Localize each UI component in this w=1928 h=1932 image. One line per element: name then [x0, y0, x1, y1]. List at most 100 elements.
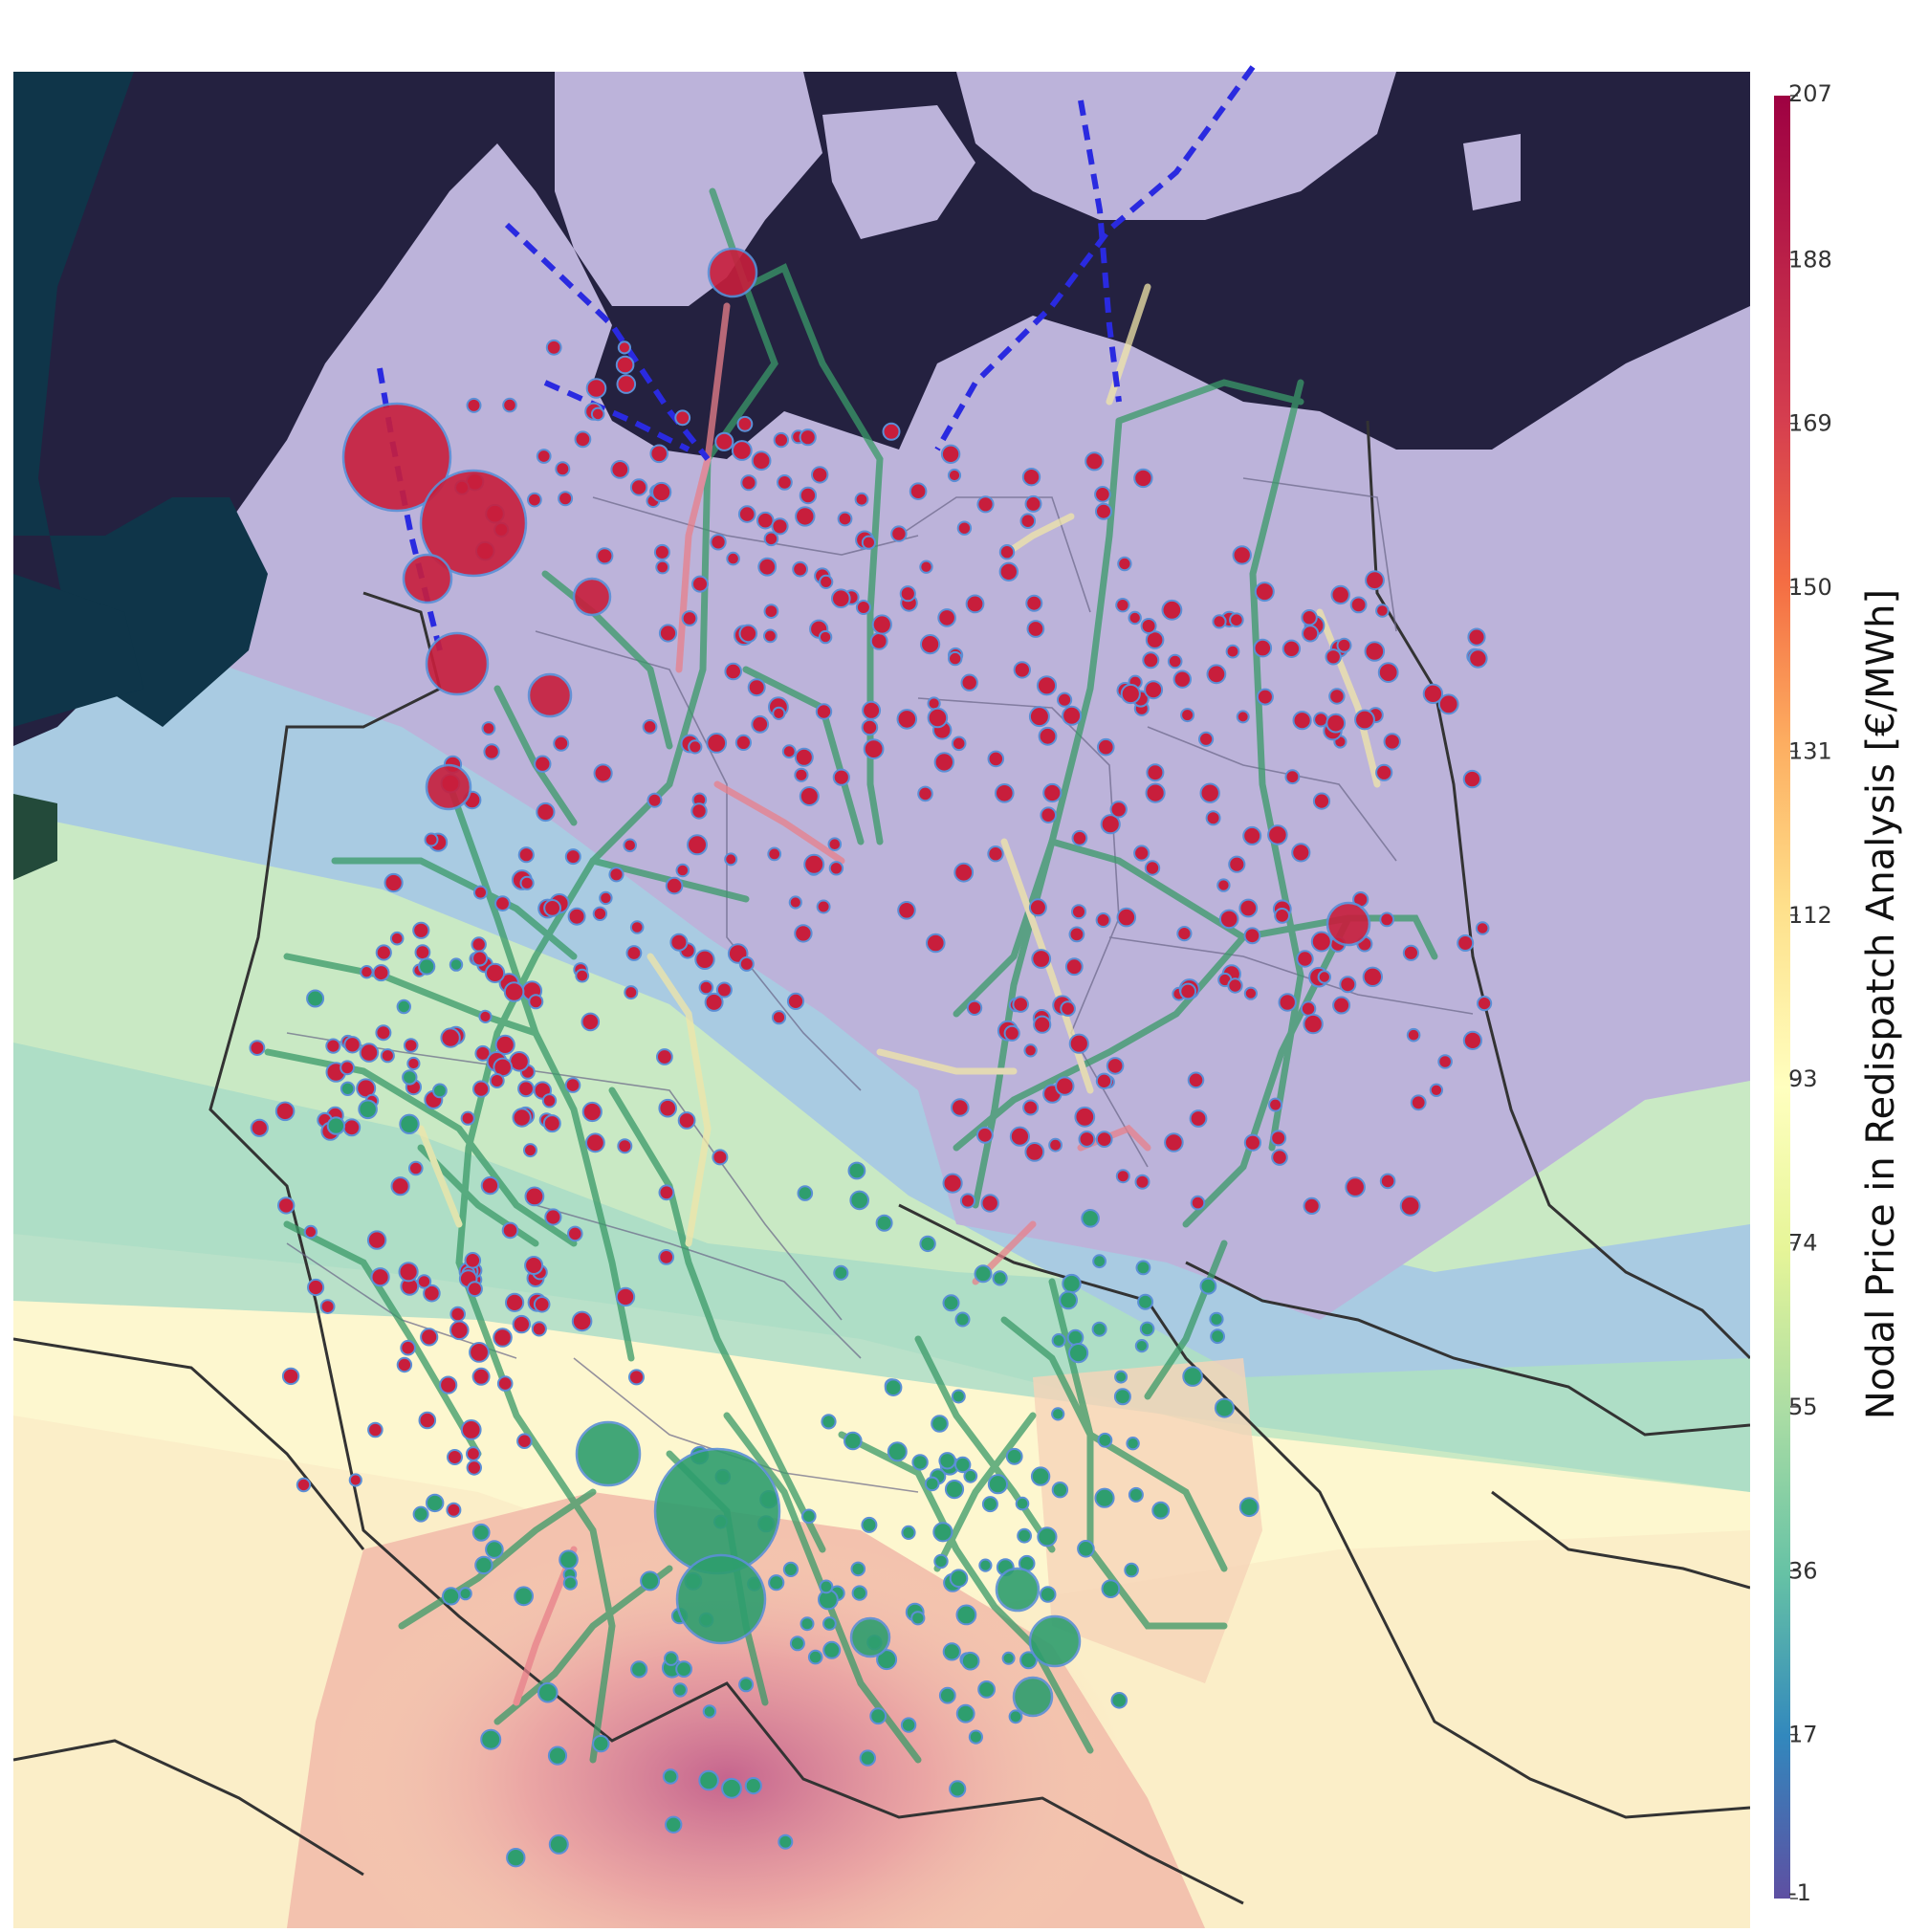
bus-node — [933, 752, 954, 773]
bus-node — [564, 848, 581, 866]
bus-node — [1124, 1562, 1139, 1578]
bus-node — [458, 1587, 472, 1601]
bus-node — [710, 534, 727, 551]
bus-node — [1212, 614, 1227, 629]
bus-node — [505, 1292, 525, 1313]
bus-node — [1354, 709, 1375, 731]
bus-node — [724, 852, 738, 867]
bus-node — [356, 1078, 377, 1099]
bus-node — [581, 1012, 601, 1032]
bus-node — [494, 895, 511, 911]
bus-node — [855, 600, 871, 615]
bus-node — [714, 431, 734, 451]
bus-node — [496, 1375, 514, 1392]
bus-node — [890, 525, 908, 542]
bus-node — [524, 1186, 545, 1207]
bus-node — [383, 872, 404, 893]
bus-node — [956, 520, 973, 536]
bus-node — [757, 557, 778, 577]
bus-node — [851, 1585, 867, 1601]
bus-node — [506, 1848, 526, 1868]
bus-node — [1134, 1339, 1150, 1353]
colorbar-tick-label: 36 — [1788, 1557, 1818, 1584]
bus-node — [1095, 912, 1111, 928]
bus-node — [1140, 618, 1157, 634]
bus-node — [1133, 845, 1150, 862]
bus-node — [1024, 1142, 1045, 1162]
bus-node — [432, 1083, 448, 1099]
bus-node — [1126, 1437, 1140, 1451]
bus-node — [1164, 1132, 1184, 1153]
bus-node — [418, 957, 436, 976]
bus-node — [528, 994, 544, 1010]
bus-node — [420, 1328, 439, 1347]
bus-node — [1091, 1321, 1107, 1337]
bus-node — [738, 624, 758, 644]
bus-node — [1296, 950, 1314, 968]
bus-node — [366, 1230, 387, 1250]
bus-node — [403, 1038, 419, 1053]
bus-node — [1116, 907, 1137, 928]
bus-node — [493, 1328, 513, 1348]
bus-node — [882, 422, 901, 441]
bus-node — [869, 1707, 887, 1725]
bus-node — [869, 632, 888, 650]
bus-node — [815, 703, 833, 720]
bus-node — [959, 1193, 976, 1209]
bus-node — [414, 944, 431, 961]
bus-node — [837, 511, 853, 527]
bus-node — [954, 1311, 971, 1328]
bus-node — [1015, 1496, 1030, 1511]
bus-node — [828, 861, 844, 876]
bus-node — [1210, 1328, 1225, 1345]
bus-node — [1267, 824, 1288, 845]
bus-node — [691, 575, 709, 593]
bus-node — [1051, 1333, 1066, 1348]
bus-node — [1055, 1076, 1075, 1096]
bus-node — [897, 901, 916, 920]
bus-node — [527, 492, 542, 508]
bus-node — [1101, 1579, 1121, 1598]
colorbar-tick-label: 112 — [1788, 902, 1832, 929]
bus-node — [669, 933, 689, 952]
bus-node — [953, 862, 975, 883]
bus-node — [466, 1446, 481, 1461]
bus-node — [811, 466, 829, 484]
bus-node — [617, 340, 632, 355]
bus-node — [399, 1113, 420, 1135]
bus-node — [628, 1369, 645, 1386]
bus-node — [658, 1249, 675, 1265]
bus-node — [1017, 1527, 1032, 1544]
bus-node — [1437, 693, 1459, 715]
bus-node — [543, 899, 561, 917]
bus-node — [517, 1080, 535, 1098]
bus-node — [1062, 705, 1083, 726]
bus-node — [1468, 648, 1488, 669]
bus-node — [1317, 970, 1332, 984]
bus-node — [1167, 653, 1183, 670]
bus-node — [698, 1769, 719, 1791]
bus-node — [396, 1356, 413, 1373]
bus-node — [1227, 977, 1243, 994]
bus-node — [740, 474, 757, 492]
bus-node — [1475, 921, 1490, 935]
bus-node — [794, 747, 814, 767]
bus-node — [822, 1616, 837, 1631]
bus-node — [1074, 1106, 1096, 1128]
bus-node — [471, 1523, 491, 1542]
bus-node — [1117, 556, 1132, 572]
bus-node — [1066, 1328, 1084, 1347]
bus-node — [927, 707, 949, 729]
bus-node — [423, 1284, 441, 1303]
bus-node — [348, 1473, 362, 1487]
bus-node — [875, 1214, 893, 1232]
bus-node — [536, 449, 552, 464]
bus-node — [571, 1310, 593, 1332]
bus-node — [940, 444, 961, 464]
bus-node — [831, 588, 851, 609]
colorbar-tick-label: 150 — [1788, 574, 1832, 601]
bus-node — [763, 531, 779, 547]
bus-node — [1375, 604, 1390, 618]
bus-node — [1270, 1130, 1287, 1147]
